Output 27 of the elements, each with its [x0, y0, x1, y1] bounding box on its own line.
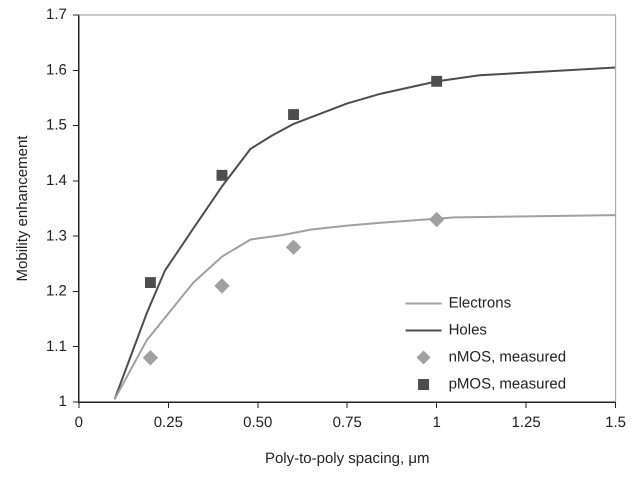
y-tick-label: 1.1: [46, 338, 67, 355]
legend-label: pMOS, measured: [448, 376, 566, 393]
point: [286, 240, 302, 255]
y-tick-label: 1: [58, 393, 67, 410]
y-tick-label: 1.3: [46, 227, 67, 244]
x-tick-label: 0.75: [332, 414, 362, 432]
point: [214, 278, 230, 294]
x-tick-label: 1.25: [512, 414, 541, 432]
y-tick-label: 1.6: [46, 61, 67, 78]
point: [142, 350, 158, 366]
x-tick-label: 0.25: [154, 414, 183, 432]
point: [288, 109, 299, 120]
x-tick-label: 1: [432, 414, 441, 432]
y-tick-label: 1.2: [46, 282, 67, 300]
point: [144, 277, 156, 288]
legend-label: nMOS, measured: [448, 348, 566, 366]
y-tick-label: 1.5: [46, 116, 67, 134]
y-axis-title: Mobility enhancement: [14, 134, 32, 282]
x-tick-label: 1.5: [605, 414, 626, 432]
point: [216, 170, 228, 181]
y-tick-label: 1.7: [46, 6, 67, 24]
legend-label: Holes: [448, 322, 487, 339]
x-tick-label: 0: [74, 414, 84, 432]
x-axis-title: Poly-to-poly spacing, μm: [264, 450, 430, 468]
x-tick-label: 0.50: [243, 414, 272, 432]
legend-label: Electrons: [448, 294, 512, 312]
y-tick-label: 1.4: [46, 172, 67, 189]
